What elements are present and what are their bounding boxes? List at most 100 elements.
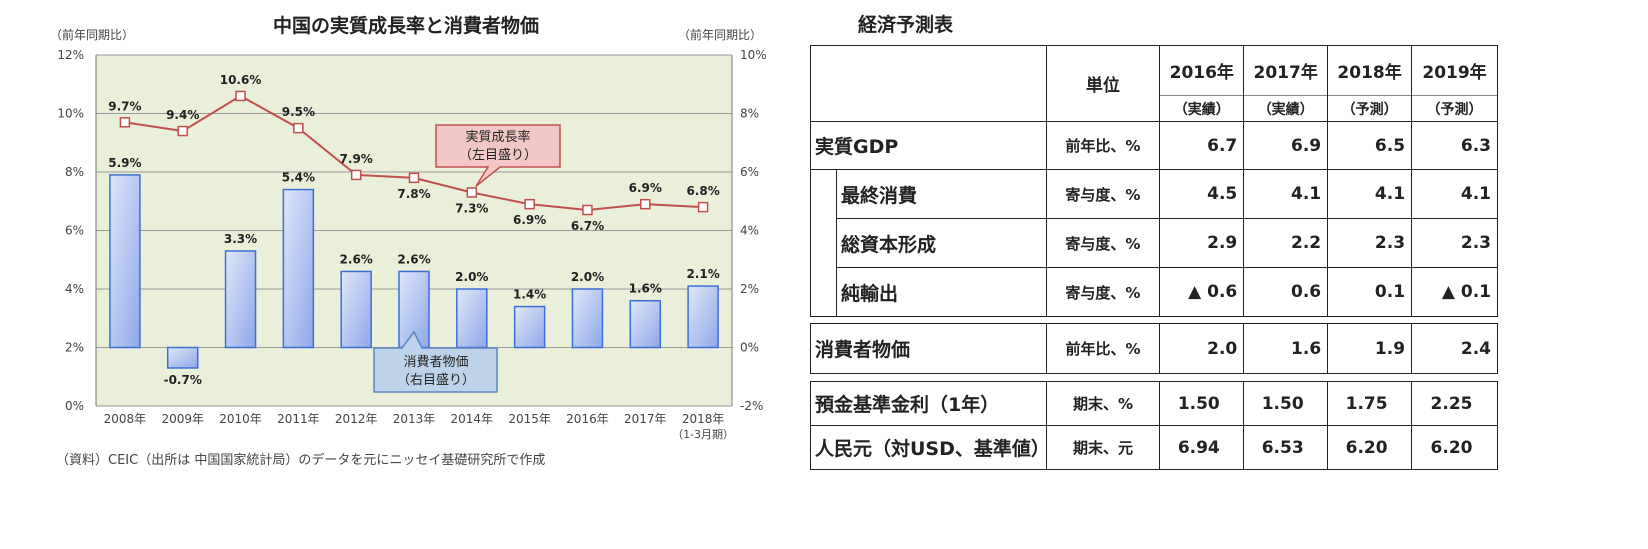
cell-value: 2.25 [1411,381,1498,426]
cell-value: 1.6 [1243,323,1329,374]
source-note: （資料）CEIC（出所は 中国国家統計局）のデータを元にニッセイ基礎研究所で作成 [56,452,545,468]
x-tick-label: 2016年 [566,412,609,426]
table-row: 人民元（対USD、基準値） 期末、元 6.94 6.53 6.20 6.20 [810,425,1498,470]
left-tick-label: 4% [65,282,84,296]
cell-value: 1.50 [1243,381,1329,426]
line-marker [524,198,535,210]
bar-data-label: 2.6% [340,252,373,266]
row-label: 総資本形成 [835,218,1047,268]
table-row: 預金基準金利（1年） 期末、% 1.50 1.50 1.75 2.25 [810,381,1498,426]
bar [456,288,488,349]
bar [282,188,315,349]
right-tick-label: 0% [740,341,759,355]
x-tick-label: 2011年 [277,412,320,426]
bar-data-label: 3.3% [224,232,257,246]
row-label: 消費者物価 [810,323,1047,374]
unit-header: 単位 [1045,45,1161,122]
table-row: 消費者物価 前年比、% 2.0 1.6 1.9 2.4 [810,323,1498,374]
bar-data-label: -0.7% [164,373,202,387]
left-tick-label: 12% [57,48,84,62]
bar-data-label: 2.6% [397,252,430,266]
right-tick-label: 6% [740,165,759,179]
row-unit: 前年比、% [1045,323,1161,374]
indent-cell [810,169,837,219]
cell-value: 2.3 [1327,218,1413,268]
line-data-label: 10.6% [220,73,262,87]
bar-data-label: 5.9% [108,156,141,170]
cell-value: 2.2 [1243,218,1329,268]
row-unit: 寄与度、% [1045,169,1161,219]
cell-value: ▲ 0.1 [1411,267,1498,317]
table-row: 最終消費 寄与度、% 4.5 4.1 4.1 4.1 [810,169,1498,219]
bar [629,299,662,349]
line-marker [119,117,131,128]
cell-value: 1.9 [1327,323,1413,374]
right-tick-label: 4% [740,224,759,238]
line-data-label: 7.8% [397,187,430,201]
x-tick-label: 2014年 [451,412,494,426]
x-tick-label: 2008年 [104,412,147,426]
bar-data-label: 5.4% [282,171,315,185]
row-unit: 期末、% [1045,381,1161,426]
cell-value: ▲ 0.6 [1159,267,1245,317]
left-tick-label: 6% [65,224,84,238]
year-header: 2017年 [1243,45,1329,96]
year-type: （実績） [1243,95,1329,122]
cell-value: 6.94 [1159,425,1245,470]
x-tick-label: 2012年 [335,412,378,426]
bar [687,285,719,349]
cell-value: 6.53 [1243,425,1329,470]
forecast-table-finance: 預金基準金利（1年） 期末、% 1.50 1.50 1.75 2.25 人民元（… [810,381,1498,470]
cell-value: 6.3 [1411,121,1498,170]
callout-bar-text: （右目盛り） [397,373,475,388]
year-type: （実績） [1159,95,1245,122]
cell-value: 2.4 [1411,323,1498,374]
table-title: 経済予測表 [858,14,954,36]
cell-value: 6.20 [1411,425,1498,470]
right-axis-label: （前年同期比） [678,27,762,42]
forecast-table-panel: 経済予測表 単位 2016年 2017年 2018年 2019年 （実績） （実… [810,0,1646,549]
left-tick-label: 8% [65,165,84,179]
line-marker [697,201,709,213]
callout-bar-text: 消費者物価 [403,355,468,370]
cell-value: 2.3 [1411,218,1498,268]
row-unit: 寄与度、% [1045,267,1161,317]
forecast-table-cpi: 消費者物価 前年比、% 2.0 1.6 1.9 2.4 [810,323,1498,374]
cell-value: 1.50 [1159,381,1245,426]
line-marker [177,125,188,137]
bar-data-label: 1.6% [629,282,662,296]
bar [109,174,141,349]
line-data-label: 9.7% [108,99,141,113]
row-label: 預金基準金利（1年） [810,381,1047,426]
callout-line-text: （左目盛り） [459,148,537,163]
left-tick-label: 0% [65,399,84,413]
bar-data-label: 2.0% [571,270,604,284]
indent-cell [810,218,837,268]
cell-value: 2.9 [1159,218,1245,268]
line-data-label: 6.8% [686,184,719,198]
line-data-label: 9.5% [282,105,315,119]
cell-value: 6.7 [1159,121,1245,170]
line-marker [293,122,304,134]
left-tick-label: 10% [57,107,84,121]
left-axis-label: （前年同期比） [50,27,134,42]
row-unit: 期末、元 [1045,425,1161,470]
year-header: 2016年 [1159,45,1245,96]
line-marker [466,187,478,198]
bar-data-label: 2.1% [686,267,719,281]
x-tick-label: 2018年 [682,412,725,426]
right-tick-label: -2% [740,399,763,413]
cell-value: 0.1 [1327,267,1413,317]
bar-data-label: 2.0% [455,270,488,284]
cell-value: 4.1 [1411,169,1498,219]
line-data-label: 6.9% [629,181,662,195]
x-tick-sublabel: （1-3月期） [672,428,734,441]
row-unit: 前年比、% [1045,121,1161,170]
table-row: 総資本形成 寄与度、% 2.9 2.2 2.3 2.3 [810,218,1498,268]
row-label: 人民元（対USD、基準値） [810,425,1050,470]
cell-value: 4.1 [1243,169,1329,219]
year-header: 2019年 [1411,45,1498,96]
line-data-label: 7.9% [340,152,373,166]
chart-svg: 5.9% -0.7% 3.3% 5.4% 2.6% 2.6% 2.0% 1.4% 2.0% 1.6… [50,14,767,468]
cell-value: 4.1 [1327,169,1413,219]
